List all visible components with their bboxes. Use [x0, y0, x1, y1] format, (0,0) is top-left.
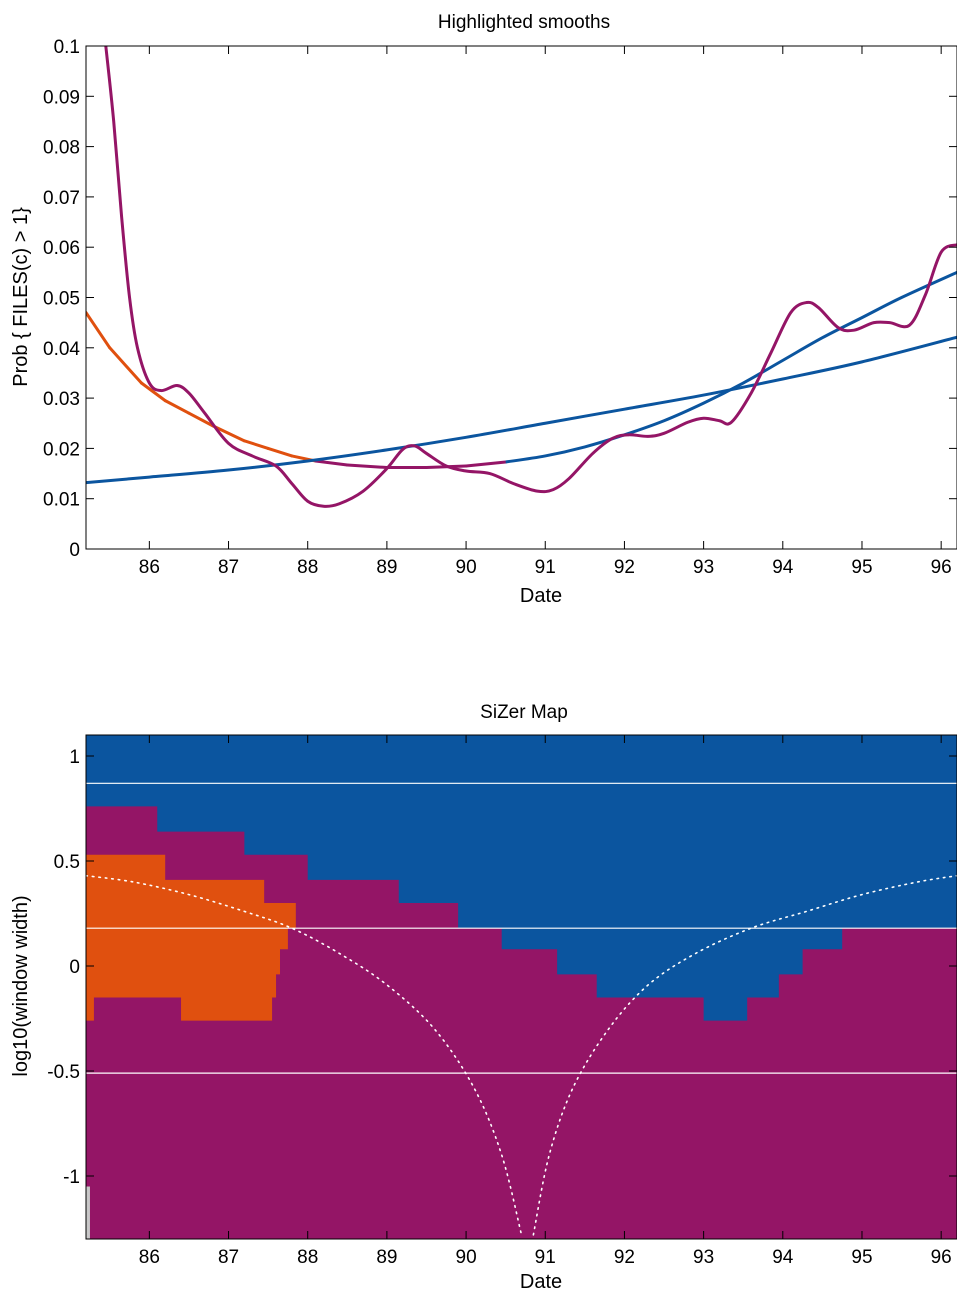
x-tick-label: 89	[376, 557, 397, 578]
x-tick-label: 87	[218, 557, 239, 578]
x-tick-label: 88	[297, 1247, 318, 1268]
x-tick-label: 92	[614, 1247, 635, 1268]
x-tick-label: 91	[535, 1247, 556, 1268]
sizer-map-chart: SiZer Map Date log10(window width) 86 87 8…	[10, 702, 957, 1291]
smooth-segment	[163, 399, 191, 415]
y-tick-label: 0.03	[43, 389, 80, 410]
sizer-regions	[86, 735, 957, 1239]
y-axis-label: log10(window width)	[10, 895, 32, 1076]
smooth-segment	[187, 411, 215, 428]
sizer-plot-area	[86, 735, 957, 1239]
chart-title: Highlighted smooths	[438, 12, 610, 33]
x-tick-label: 86	[139, 1247, 160, 1268]
y-tick-label: 0.02	[43, 439, 80, 460]
decreasing-region	[86, 854, 296, 1021]
y-tick-label: 0.06	[43, 238, 80, 259]
smooth-series-line	[505, 270, 957, 464]
x-axis-label: Date	[520, 585, 562, 607]
y-tick-label: 1	[69, 747, 80, 768]
smooth-segment	[266, 446, 294, 458]
x-tick-label: 86	[139, 557, 160, 578]
increasing-region	[86, 735, 957, 1021]
x-axis-label: Date	[520, 1271, 562, 1291]
smooth-series-line	[86, 335, 957, 485]
x-tick-label: 90	[456, 1247, 477, 1268]
plot-frame	[85, 45, 957, 550]
series-group	[86, 46, 957, 508]
smooth-segment	[108, 346, 143, 385]
smooth-series-line	[104, 46, 957, 508]
y-tick-label: 0.09	[43, 87, 80, 108]
smooth-segment	[139, 381, 167, 403]
y-tick-label: 0	[69, 540, 80, 561]
sparse-data-strip	[86, 1186, 90, 1239]
smooth-segment	[314, 459, 349, 467]
y-tick-label: 0.5	[54, 852, 80, 873]
plot-frame	[85, 734, 957, 1240]
y-tick-label: 0.07	[43, 188, 80, 209]
sizer-axes: 86 87 88 89 90 91 92 93 94 95 96 1 0.5 0 -0.5 -1	[47, 734, 957, 1268]
smooth-segment	[242, 439, 270, 450]
smooth-segment	[211, 424, 246, 443]
x-tick-label: 91	[535, 557, 556, 578]
y-axis-label: Prob { FILES(c) > 1}	[10, 207, 32, 387]
chart-title: SiZer Map	[480, 702, 568, 723]
x-tick-label: 93	[693, 557, 714, 578]
x-tick-label: 95	[851, 1247, 872, 1268]
x-tick-label: 96	[931, 1247, 952, 1268]
y-tick-label: -1	[63, 1167, 80, 1188]
x-tick-label: 94	[772, 557, 794, 578]
x-tick-label: 88	[297, 557, 318, 578]
x-tick-label: 87	[218, 1247, 239, 1268]
x-tick-label: 90	[456, 557, 477, 578]
smooths-chart: Highlighted smooths Date Prob { FILES(c)…	[10, 12, 957, 607]
smooths-plot-area	[86, 46, 957, 508]
smooths-axes: 86 87 88 89 90 91 92 93 94 95 96 0 0.01 0.02 0.03 0.04 0…	[43, 37, 957, 578]
x-tick-label: 96	[931, 557, 952, 578]
y-tick-label: 0.01	[43, 490, 80, 511]
smooth-segment	[464, 460, 508, 468]
x-tick-label: 94	[772, 1247, 794, 1268]
x-tick-label: 92	[614, 557, 635, 578]
y-tick-label: 0	[69, 957, 80, 978]
smooth-segment	[86, 311, 112, 350]
x-tick-label: 95	[851, 557, 872, 578]
smooth-segment	[345, 463, 389, 470]
y-tick-label: -0.5	[47, 1062, 80, 1083]
window-width-curve	[532, 874, 957, 1236]
x-tick-label: 93	[693, 1247, 714, 1268]
y-tick-label: 0.1	[54, 37, 80, 58]
y-tick-label: 0.05	[43, 289, 80, 310]
window-width-curve	[86, 874, 523, 1236]
y-tick-label: 0.04	[43, 339, 80, 360]
x-tick-label: 89	[376, 1247, 397, 1268]
y-tick-label: 0.08	[43, 138, 80, 159]
